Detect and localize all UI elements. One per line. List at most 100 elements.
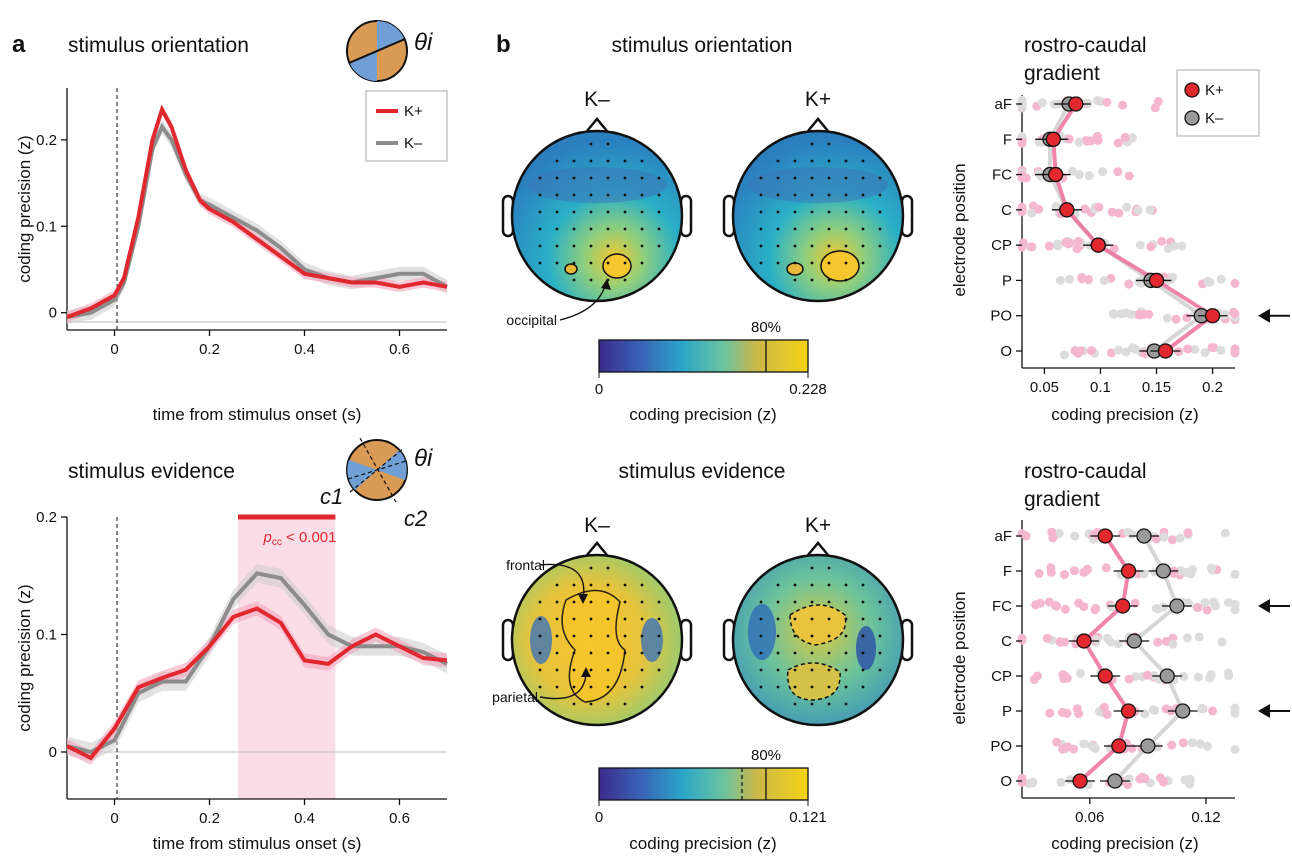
colorbar-max: 0.121	[789, 809, 827, 826]
electrode-dot	[555, 193, 559, 197]
electrode-dot	[844, 210, 848, 214]
gradient-title-line2: gradient	[1024, 62, 1100, 85]
electrode-dot	[844, 261, 848, 265]
topo-panel-evidence: stimulus evidence K– K+ frontal par	[492, 460, 914, 853]
electrode-dot	[589, 617, 593, 621]
electrode-dot	[844, 617, 848, 621]
electrode-dot	[861, 651, 865, 655]
y-tick-label: FC	[992, 167, 1012, 184]
electrode-dot	[572, 261, 576, 265]
subject-point	[1146, 242, 1156, 252]
subject-point	[1157, 236, 1167, 246]
subject-point	[1084, 171, 1094, 181]
electrode-dot	[538, 244, 542, 248]
electrode-dot	[759, 210, 763, 214]
subject-point	[1180, 775, 1190, 785]
subject-point	[1053, 241, 1063, 251]
subject-point	[1134, 277, 1144, 287]
electrode-dot	[606, 600, 610, 604]
electrode-dot	[589, 278, 593, 282]
electrode-dot	[606, 210, 610, 214]
colorbar-max: 0.228	[789, 381, 827, 398]
mean-marker	[1169, 598, 1185, 614]
electrode-dot	[861, 227, 865, 231]
subject-point	[1079, 567, 1089, 577]
electrode-dot	[844, 193, 848, 197]
topo-panel-orientation: stimulus orientation K– K+ occipital	[501, 34, 914, 424]
subject-point	[1017, 97, 1027, 107]
subject-point	[1216, 274, 1226, 284]
subject-point	[1035, 598, 1045, 608]
topo-title: stimulus evidence	[619, 460, 786, 483]
electrode-dot	[640, 159, 644, 163]
annotation-frontal: frontal	[506, 557, 545, 573]
subject-point	[1042, 633, 1052, 643]
colorbar-label: coding precision (z)	[629, 834, 776, 853]
subject-point	[1209, 343, 1219, 353]
electrode-dot	[572, 193, 576, 197]
subject-point	[1113, 167, 1123, 177]
subject-point	[1230, 278, 1240, 288]
mean-marker	[1090, 237, 1106, 253]
mean-marker	[1120, 563, 1137, 579]
mean-marker	[1126, 633, 1142, 649]
electrode-dot	[827, 227, 831, 231]
electrode-dot	[861, 685, 865, 689]
electrode-dot	[555, 261, 559, 265]
electrode-dot	[623, 227, 627, 231]
electrode-dot	[640, 583, 644, 587]
subject-point	[1202, 605, 1212, 615]
colorbar: 80% 0 0.121 coding precision (z)	[595, 747, 827, 853]
subject-point	[1195, 739, 1205, 749]
electrode-dot	[572, 634, 576, 638]
y-tick-label: C	[1001, 202, 1012, 219]
electrode-dot	[555, 210, 559, 214]
electrode-dot	[759, 261, 763, 265]
electrode-dot	[827, 210, 831, 214]
electrode-dot	[827, 159, 831, 163]
evidence-disc-icon	[346, 437, 408, 503]
electrode-dot	[589, 261, 593, 265]
electrode-dot	[623, 651, 627, 655]
y-axis-label: coding precision (z)	[15, 135, 34, 282]
electrode-dot	[861, 617, 865, 621]
x-tick-label: 0.15	[1142, 379, 1171, 396]
electrode-dot	[555, 159, 559, 163]
electrode-dot	[776, 227, 780, 231]
subject-point	[1113, 345, 1123, 355]
subject-point	[1139, 569, 1149, 579]
x-tick-label: 0.2	[199, 341, 220, 358]
electrode-dot	[827, 176, 831, 180]
electrode-dot	[861, 244, 865, 248]
topomap-k-minus	[501, 117, 693, 303]
electrode-dot	[657, 668, 661, 672]
topo-label-k-minus: K–	[584, 88, 610, 111]
electrode-dot	[878, 600, 882, 604]
electrode-dot	[572, 583, 576, 587]
y-axis-label: electrode position	[950, 591, 969, 724]
subject-point	[1072, 244, 1082, 254]
electrode-dot	[555, 244, 559, 248]
electrode-dot	[572, 176, 576, 180]
subject-point	[1168, 639, 1178, 649]
subject-point	[1128, 343, 1138, 353]
theta-label: θi	[414, 29, 433, 56]
subject-point	[1167, 740, 1177, 750]
electrode-dot	[589, 244, 593, 248]
subject-point	[1203, 276, 1213, 286]
subject-point	[1021, 531, 1031, 541]
subject-point	[1178, 738, 1188, 748]
mean-marker	[1068, 96, 1084, 112]
subject-point	[1018, 238, 1028, 248]
arrow-head-icon	[1258, 704, 1270, 718]
electrode-dot	[793, 702, 797, 706]
subject-point	[1220, 528, 1230, 538]
electrode-dot	[589, 651, 593, 655]
gradient-title-line1: rostro-caudal	[1024, 34, 1147, 57]
mean-marker	[1175, 703, 1191, 719]
subject-point	[1067, 166, 1077, 176]
electrode-dot	[810, 244, 814, 248]
subject-point	[1056, 777, 1066, 787]
subject-point	[1182, 313, 1192, 323]
subject-point	[1230, 605, 1240, 615]
